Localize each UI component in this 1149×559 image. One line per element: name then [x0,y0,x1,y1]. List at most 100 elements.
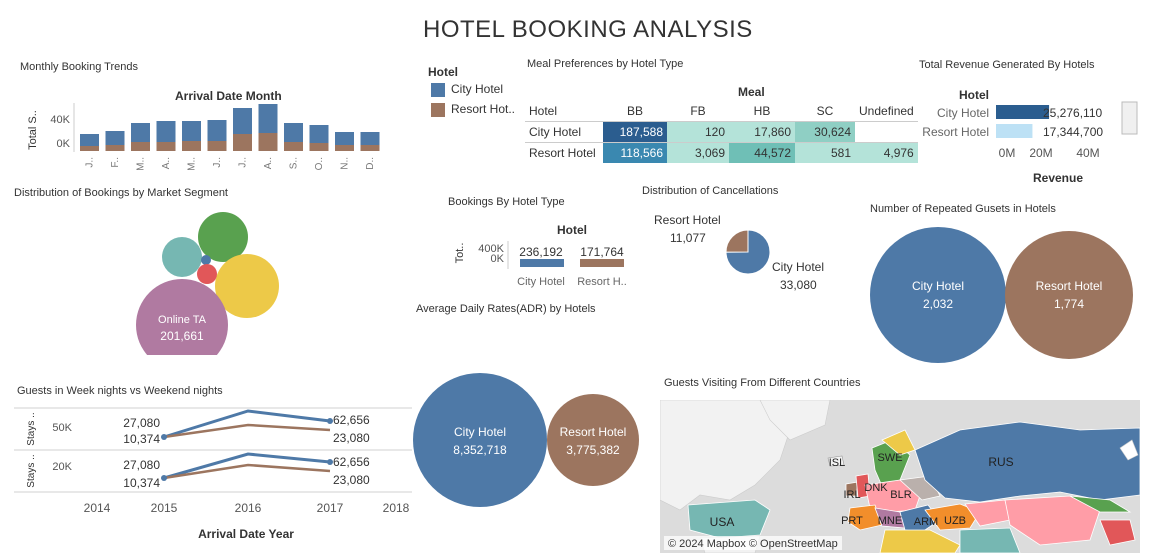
monthly-bar-resort [105,145,125,151]
monthly-bar-resort [360,145,380,151]
map-label-mne: MNE [878,515,902,527]
monthly-x-tick: S.. [289,157,300,169]
repeated-resort-bubble [1005,231,1133,359]
city-swatch [431,82,445,97]
monthly-bar-city [207,120,227,141]
cancel-resort-label: Resort Hotel [654,213,721,227]
map-label-prt: PRT [841,515,863,527]
revenue-bar [996,124,1033,138]
meal-cell: 4,976 [855,142,918,163]
bookings-bar-chart[interactable]: Tot.. 400K 0K 236,192 171,764 City Hotel… [450,235,640,295]
legend-item-resort[interactable]: Resort Hot.. [431,102,515,117]
monthly-bar-resort [258,133,278,151]
meal-cell: 3,069 [667,142,729,163]
map-label-isl: ISL [829,457,846,469]
weeknights-x-label: Arrival Date Year [198,527,294,541]
revenue-row-resort: Resort Hotel [922,125,989,139]
monthly-bar-resort [335,145,354,151]
row2-top-right: 62,656 [333,455,370,469]
x-tick-2018: 2018 [383,501,410,515]
meal-col-fb: FB [690,104,706,118]
adr-city-bubble [413,373,547,507]
map-label-uzb: UZB [944,515,966,527]
bookings-label-city: City Hotel [517,276,565,288]
monthly-bar-city [80,134,99,146]
meal-cell: 30,624 [795,121,855,143]
resort-swatch [431,102,445,117]
monthly-x-tick: M.. [136,157,147,171]
monthly-bar-resort [80,146,99,151]
country-prt [847,504,883,531]
monthly-x-tick: J.. [85,157,96,168]
meal-cell: 120 [667,121,729,143]
row1-bottom-left: 10,374 [123,432,160,446]
revenue-row-city: City Hotel [937,106,989,120]
revenue-value-resort: 17,344,700 [1043,125,1103,139]
monthly-x-tick: O.. [314,157,325,170]
meal-cell: 17,860 [729,121,795,143]
monthly-x-tick: D.. [365,157,376,170]
cancel-pie-chart[interactable] [725,229,771,275]
market-segment-bubbles[interactable]: Online TA 201,661 [120,205,300,355]
adr-resort-value: 3,775,382 [566,443,620,457]
meal-cell [855,122,918,143]
meal-col-hb: HB [753,104,771,118]
bookings-value-resort: 171,764 [580,245,624,259]
cancel-city-value: 33,080 [780,278,817,292]
country-isl [827,455,845,467]
cancel-title: Distribution of Cancellations [642,185,779,197]
revenue-bar-chart[interactable]: City Hotel Resort Hotel 25,276,110 17,34… [915,100,1145,190]
monthly-bar-resort [309,143,329,151]
adr-resort-bubble [547,394,639,486]
monthly-bar-city [233,108,252,134]
row2-bottom-right: 23,080 [333,473,370,487]
adr-title: Average Daily Rates(ADR) by Hotels [416,303,596,315]
map-label-arm: ARM [914,516,938,528]
bookings-y-tick-400k: 400K [478,243,504,255]
row2-weekend-line [163,463,331,480]
meal-col-bb: BB [626,104,643,118]
repeated-resort-value: 1,774 [1054,297,1084,311]
bookings-header: Hotel [557,223,587,237]
meal-cell: 581 [795,142,855,163]
revenue-x-label: Revenue [1033,171,1083,185]
revenue-header: Hotel [959,88,989,102]
weeknights-line-chart[interactable]: Stays .. Stays .. 50K 20K 27,080 10,374 … [14,400,414,545]
country-irl [845,481,859,497]
bubble-corporate [197,264,217,284]
monthly-bar-city [360,132,380,145]
map-label-rus: RUS [988,455,1013,469]
adr-resort-label: Resort Hotel [560,425,627,439]
monthly-bar-city [335,132,354,145]
bubble-direct [198,212,248,262]
monthly-x-tick: J.. [212,157,223,168]
monthly-bar-chart[interactable]: Total S.. 40K 0K J.. F.. M.. A.. M.. J.. J.. A.… [20,100,385,178]
adr-bubbles[interactable]: City Hotel 8,352,718 Resort Hotel 3,775,… [410,368,650,513]
row1-bottom-right: 23,080 [333,431,370,445]
weeknights-title: Guests in Week nights vs Weekend nights [17,385,223,397]
monthly-bar-resort [207,141,227,151]
repeated-bubbles[interactable]: City Hotel 2,032 Resort Hotel 1,774 [868,224,1143,369]
bubble-offline-ta [162,237,202,277]
monthly-bar-resort [182,141,201,151]
row2-bottom-left: 10,374 [123,476,160,490]
meal-cell: 118,566 [603,142,667,163]
monthly-bar-city [156,121,176,142]
cancel-city-label: City Hotel [772,260,825,274]
monthly-x-tick: N.. [340,157,351,170]
cancel-pie-slice [725,229,749,253]
online-ta-label: Online TA [158,314,207,326]
bookings-bar [520,259,564,267]
bookings-bar [580,259,624,267]
map-label-dnk: DNK [864,482,888,494]
revenue-scrollbar [1121,101,1138,135]
repeated-city-label: City Hotel [912,279,964,293]
bubble-groups [215,254,279,318]
legend-item-city[interactable]: City Hotel [431,82,503,97]
countries-map[interactable]: RUS USA ISL SWE IRL DNK BLR PRT MNE ARM … [660,400,1140,553]
repeated-title: Number of Repeated Gusets in Hotels [870,203,1056,215]
adr-city-value: 8,352,718 [453,443,507,457]
revenue-x-tick-20m: 20M [1029,146,1052,160]
meal-row-city: City Hotel [529,125,582,139]
cancel-resort-value: 11,077 [670,231,706,245]
